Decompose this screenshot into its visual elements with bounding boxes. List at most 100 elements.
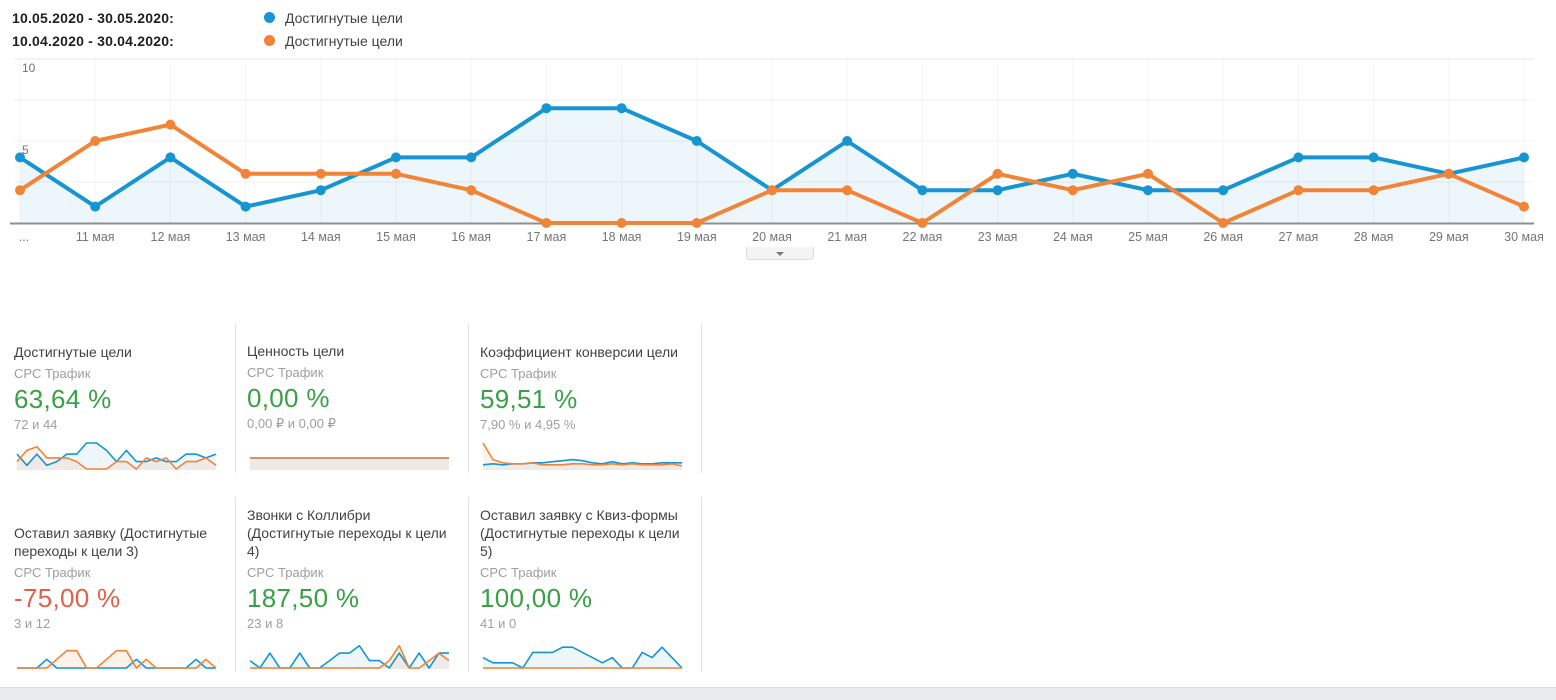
data-point-current [1368, 152, 1379, 163]
x-axis-label: 17 мая [527, 230, 567, 244]
metric-change: 63,64 % [14, 384, 112, 414]
x-axis-label: 30 мая [1504, 230, 1544, 244]
metric-values: 3 и 12 [14, 616, 51, 631]
sparkline-blue-fill [250, 458, 449, 470]
metric-sparkline [249, 644, 450, 669]
metric-title: Достигнутые цели [14, 344, 132, 360]
data-point-current [240, 201, 251, 212]
data-point-previous [15, 185, 25, 196]
metric-card: Оставил заявку (Достигнутые переходы к ц… [14, 497, 236, 672]
x-axis-label: 28 мая [1354, 230, 1394, 244]
data-point-current [1067, 168, 1078, 179]
data-point-current [917, 185, 928, 196]
data-point-current [1519, 152, 1529, 163]
data-point-current [1293, 152, 1304, 163]
sparkline-orange-line [482, 442, 683, 467]
data-point-previous [767, 185, 777, 196]
sparkline-orange-line [16, 445, 217, 470]
metric-change: 187,50 % [247, 583, 360, 613]
data-point-current [1218, 185, 1229, 196]
data-point-previous [1368, 185, 1379, 196]
sparkline-blue-fill [483, 459, 682, 470]
data-point-current [691, 136, 702, 146]
data-point-current [541, 103, 552, 114]
chevron-down-icon [776, 251, 784, 256]
legend-date-range: 10.05.2020 - 30.05.2020: [12, 9, 175, 26]
data-point-previous [1443, 168, 1454, 179]
data-point-current [616, 103, 627, 114]
metric-change: 0,00 % [247, 383, 330, 413]
sparkline-orange-fill [250, 458, 449, 470]
sparkline-orange-fill [17, 650, 216, 669]
metric-sparkline [17, 649, 217, 669]
data-point-previous [842, 185, 853, 196]
metric-change: 100,00 % [480, 583, 593, 613]
metric-sparkline [482, 442, 683, 470]
x-axis-label: 12 мая [151, 230, 191, 244]
metric-segment: CPC Трафик [14, 366, 91, 381]
data-point-previous [165, 119, 176, 130]
data-point-previous [1067, 185, 1078, 196]
y-axis-label: 10 [22, 61, 36, 75]
x-axis-label: 20 мая [752, 230, 792, 244]
legend-date-range: 10.04.2020 - 30.04.2020: [12, 32, 175, 49]
data-point-previous [691, 218, 702, 228]
metric-segment: CPC Трафик [247, 365, 324, 380]
data-point-previous [1519, 201, 1529, 212]
metric-card: Ценность цели CPC Трафик 0,00 % 0,00 ₽ и… [247, 323, 469, 473]
sparkline-blue-line [482, 646, 683, 669]
comparison-line-chart: 10 5... 11 мая 12 мая 13 мая 14 мая 15 мая 16 м… [10, 58, 1544, 244]
sparkline-orange-fill [17, 446, 216, 470]
data-point-previous [1293, 185, 1304, 196]
x-axis-label: ... [19, 230, 29, 244]
data-point-current [992, 185, 1003, 196]
metric-segment: CPC Трафик [480, 366, 557, 381]
data-point-current [90, 201, 101, 212]
series-dot-orange-icon [264, 35, 275, 46]
scorecards-row-2: Оставил заявку (Достигнутые переходы к ц… [14, 497, 713, 672]
data-point-current [1143, 185, 1153, 196]
metric-card: Звонки с Коллибри (Достигнутые переходы … [247, 497, 469, 672]
data-point-previous [616, 218, 627, 228]
x-axis-label: 13 мая [226, 230, 266, 244]
metric-title: Коэффициент конверсии цели [480, 344, 678, 360]
metric-title: Оставил заявку с Квиз-формы (Достигнутые… [480, 507, 680, 559]
data-point-previous [1218, 218, 1229, 228]
chart-collapse-button[interactable] [746, 247, 814, 260]
x-axis-label: 24 мая [1053, 230, 1093, 244]
metric-change: 59,51 % [480, 384, 578, 414]
legend-row-current: 10.05.2020 - 30.05.2020: Достигнутые цел… [12, 6, 403, 29]
x-axis-label: 14 мая [301, 230, 341, 244]
data-point-current [842, 136, 853, 146]
data-point-previous [992, 168, 1003, 179]
x-axis-label: 27 мая [1279, 230, 1319, 244]
x-axis-label: 29 мая [1429, 230, 1469, 244]
x-axis-label: 26 мая [1203, 230, 1243, 244]
metric-values: 0,00 ₽ и 0,00 ₽ [247, 416, 336, 431]
metric-card: Достигнутые цели CPC Трафик 63,64 % 72 и… [14, 323, 236, 473]
chart-legend: 10.05.2020 - 30.05.2020: Достигнутые цел… [12, 6, 403, 52]
legend-series-label: Достигнутые цели [285, 9, 403, 26]
metric-values: 41 и 0 [480, 616, 517, 631]
x-axis-label: 16 мая [451, 230, 491, 244]
metric-title: Звонки с Коллибри (Достигнутые переходы … [247, 507, 447, 559]
metric-sparkline [482, 646, 683, 669]
series-dot-blue-icon [264, 12, 275, 23]
metric-values: 23 и 8 [247, 616, 284, 631]
metric-card: Коэффициент конверсии цели CPC Трафик 59… [480, 323, 702, 473]
data-point-previous [1143, 168, 1153, 179]
metric-title: Оставил заявку (Достигнутые переходы к ц… [14, 525, 208, 559]
data-point-current [315, 185, 326, 196]
data-point-previous [391, 168, 401, 179]
data-point-previous [466, 185, 477, 196]
metric-card: Оставил заявку с Квиз-формы (Достигнутые… [480, 497, 702, 672]
sparkline-orange-line [250, 644, 450, 669]
data-point-previous [315, 168, 326, 179]
metric-values: 7,90 % и 4,95 % [480, 417, 576, 432]
x-axis-label: 11 мая [76, 230, 115, 244]
metric-title: Ценность цели [247, 343, 345, 359]
metric-segment: CPC Трафик [247, 565, 324, 580]
legend-series-label: Достигнутые цели [285, 32, 403, 49]
metric-segment: CPC Трафик [480, 565, 557, 580]
data-point-previous [917, 218, 928, 228]
